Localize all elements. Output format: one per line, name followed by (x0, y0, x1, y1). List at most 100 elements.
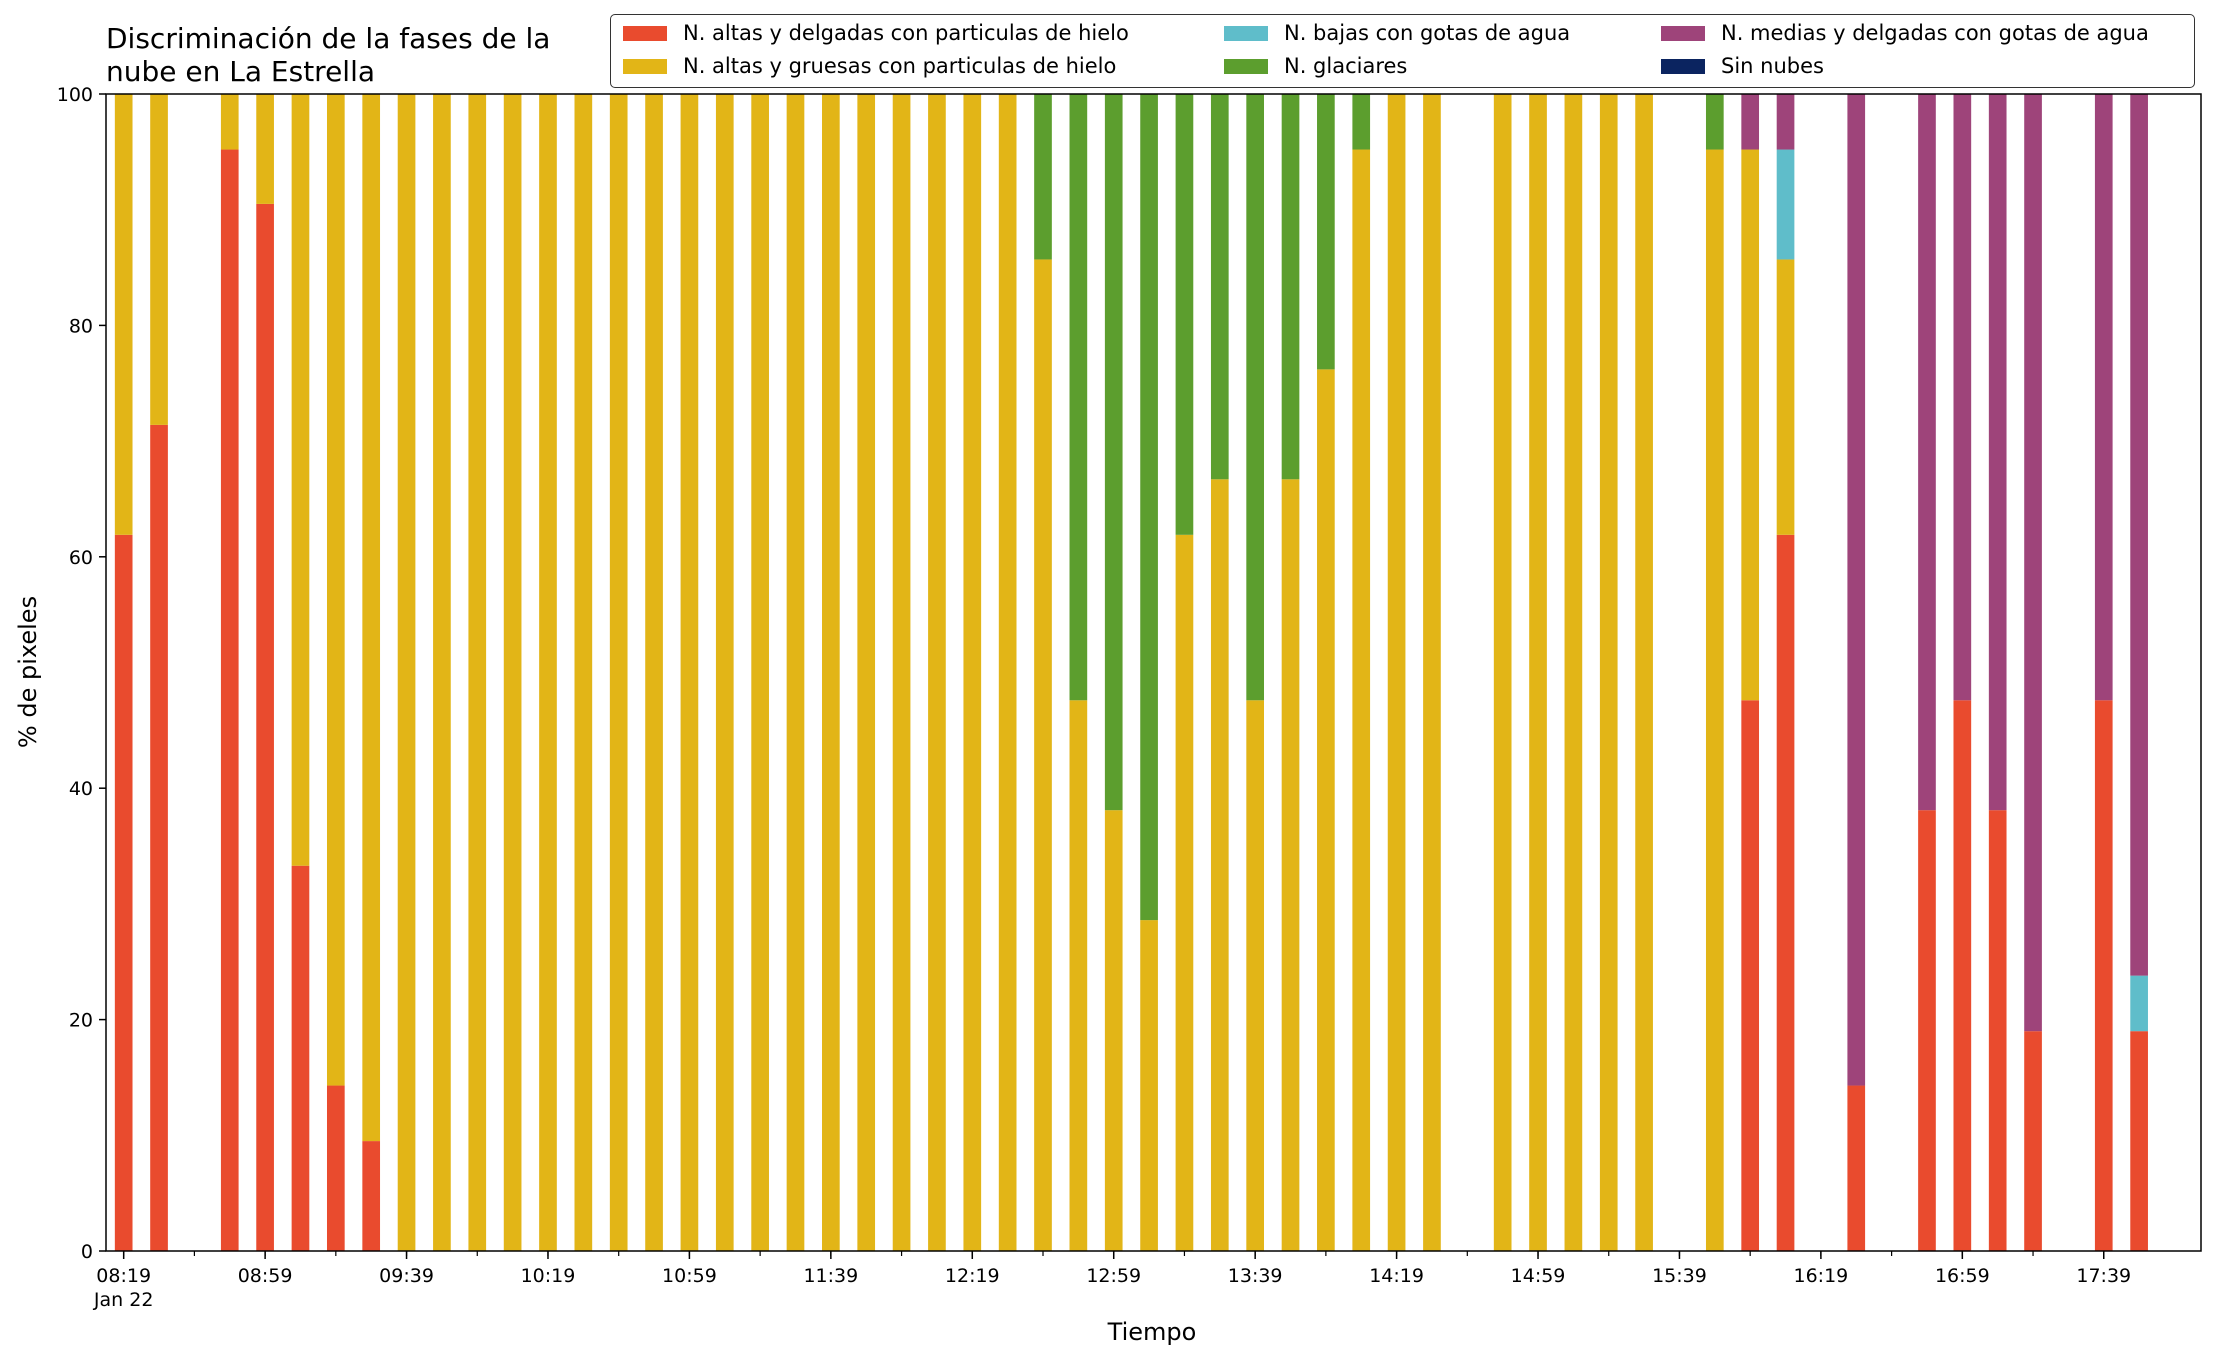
bar-segment (1705, 149, 1724, 1251)
bar-segment (114, 94, 133, 535)
legend-item-glacial: N. glaciares (1224, 54, 1407, 78)
x-tick-label: 17:39 (2076, 1265, 2131, 1287)
bar-segment (1847, 1085, 1866, 1251)
bar-segment (1069, 94, 1088, 701)
bar-segment (468, 94, 487, 1251)
bar-segment (1493, 94, 1512, 1251)
y-tick-label: 100 (57, 84, 93, 106)
x-tick-label: 10:59 (662, 1265, 717, 1287)
legend-label-thin-ice: N. altas y delgadas con particulas de hi… (683, 21, 1129, 45)
legend-item-clear: Sin nubes (1661, 54, 1824, 78)
bar-segment (291, 94, 310, 866)
bar-segment (291, 865, 310, 1251)
bar-segment (998, 94, 1017, 1251)
bar-segment (680, 94, 699, 1251)
bar-segment (326, 1085, 345, 1251)
bar-segment (1988, 810, 2007, 1251)
bar-segment (822, 94, 840, 1251)
bar-segment (2024, 1031, 2042, 1251)
bar-segment (114, 534, 133, 1251)
legend-item-thick-ice: N. altas y gruesas con particulas de hie… (623, 54, 1116, 78)
bar-segment (751, 94, 769, 1251)
bar-segment (1953, 700, 1972, 1251)
x-tick-label: 10:19 (521, 1265, 576, 1287)
bar-segment (609, 94, 628, 1251)
x-tick-label: 16:59 (1935, 1265, 1990, 1287)
bars-group (114, 94, 2148, 1251)
bar-segment (1352, 94, 1371, 150)
bar-segment (1281, 94, 1300, 480)
bar-segment (1564, 94, 1583, 1251)
bar-segment (1776, 259, 1795, 535)
bar-segment (220, 149, 239, 1251)
bar-segment (150, 94, 168, 425)
x-tick-label: 15:39 (1652, 1265, 1707, 1287)
y-tick-label: 80 (69, 315, 93, 337)
bar-segment (1175, 94, 1194, 535)
bar-segment (1246, 94, 1264, 701)
bar-segment (1104, 810, 1123, 1251)
x-tick-label: 14:19 (1369, 1265, 1424, 1287)
bar-segment (1175, 534, 1194, 1251)
legend-item-thin-ice: N. altas y delgadas con particulas de hi… (623, 21, 1129, 45)
x-tick-label: 12:19 (945, 1265, 1000, 1287)
bar-segment (2130, 94, 2148, 976)
bar-segment (1529, 94, 1547, 1251)
y-axis-label: % de pixeles (14, 596, 42, 748)
bar-segment (1317, 94, 1335, 370)
x-tick-label: 13:39 (1228, 1265, 1283, 1287)
legend-label-thick-ice: N. altas y gruesas con particulas de hie… (683, 54, 1117, 78)
legend-swatch-thin-ice (623, 25, 667, 41)
legend-label-clear: Sin nubes (1721, 54, 1824, 78)
x-tick-label: 16:19 (1794, 1265, 1849, 1287)
y-tick-label: 0 (81, 1241, 93, 1263)
x-axis-label: Tiempo (1107, 1318, 1197, 1346)
chart-legend: N. altas y delgadas con particulas de hi… (610, 14, 2195, 88)
bar-segment (1635, 94, 1653, 1251)
bar-segment (857, 94, 876, 1251)
y-tick-label: 40 (69, 778, 93, 800)
bar-segment (150, 424, 168, 1251)
bar-segment (1210, 479, 1229, 1251)
bar-segment (362, 1141, 381, 1251)
bar-segment (1918, 94, 1936, 811)
legend-swatch-low-water (1224, 25, 1268, 41)
bar-segment (1423, 94, 1441, 1251)
bar-segment (645, 94, 663, 1251)
bar-segment (1599, 94, 1618, 1251)
bar-segment (928, 94, 946, 1251)
bar-segment (326, 94, 345, 1086)
y-tick-label: 60 (69, 547, 93, 569)
bar-segment (1140, 94, 1158, 921)
x-tick-label: 08:59 (238, 1265, 293, 1287)
axes-frame (105, 93, 2202, 1252)
bar-segment (1953, 94, 1972, 701)
bar-segment (1246, 700, 1264, 1251)
legend-swatch-thick-ice (623, 58, 667, 74)
legend-swatch-clear (1661, 58, 1705, 74)
x-tick-label: 12:59 (1086, 1265, 1141, 1287)
bar-segment (574, 94, 593, 1251)
bar-segment (786, 94, 805, 1251)
legend-item-low-water: N. bajas con gotas de agua (1224, 21, 1570, 45)
bar-segment (1034, 94, 1052, 260)
bar-segment (715, 94, 734, 1251)
bar-segment (1317, 369, 1335, 1251)
bar-segment (256, 203, 274, 1251)
bar-segment (362, 94, 381, 1142)
bar-segment (256, 94, 274, 204)
bar-segment (2094, 700, 2113, 1251)
bar-segment (892, 94, 911, 1251)
bar-segment (1705, 94, 1724, 150)
chart-title: Discriminación de la fases de la nube en… (106, 22, 551, 88)
bar-segment (1210, 94, 1229, 480)
legend-swatch-mid-water (1661, 25, 1705, 41)
legend-label-glacial: N. glaciares (1284, 54, 1408, 78)
legend-swatch-glacial (1224, 58, 1268, 74)
bar-segment (963, 94, 982, 1251)
bar-segment (1140, 920, 1158, 1251)
x-tick-label: 11:39 (803, 1265, 858, 1287)
